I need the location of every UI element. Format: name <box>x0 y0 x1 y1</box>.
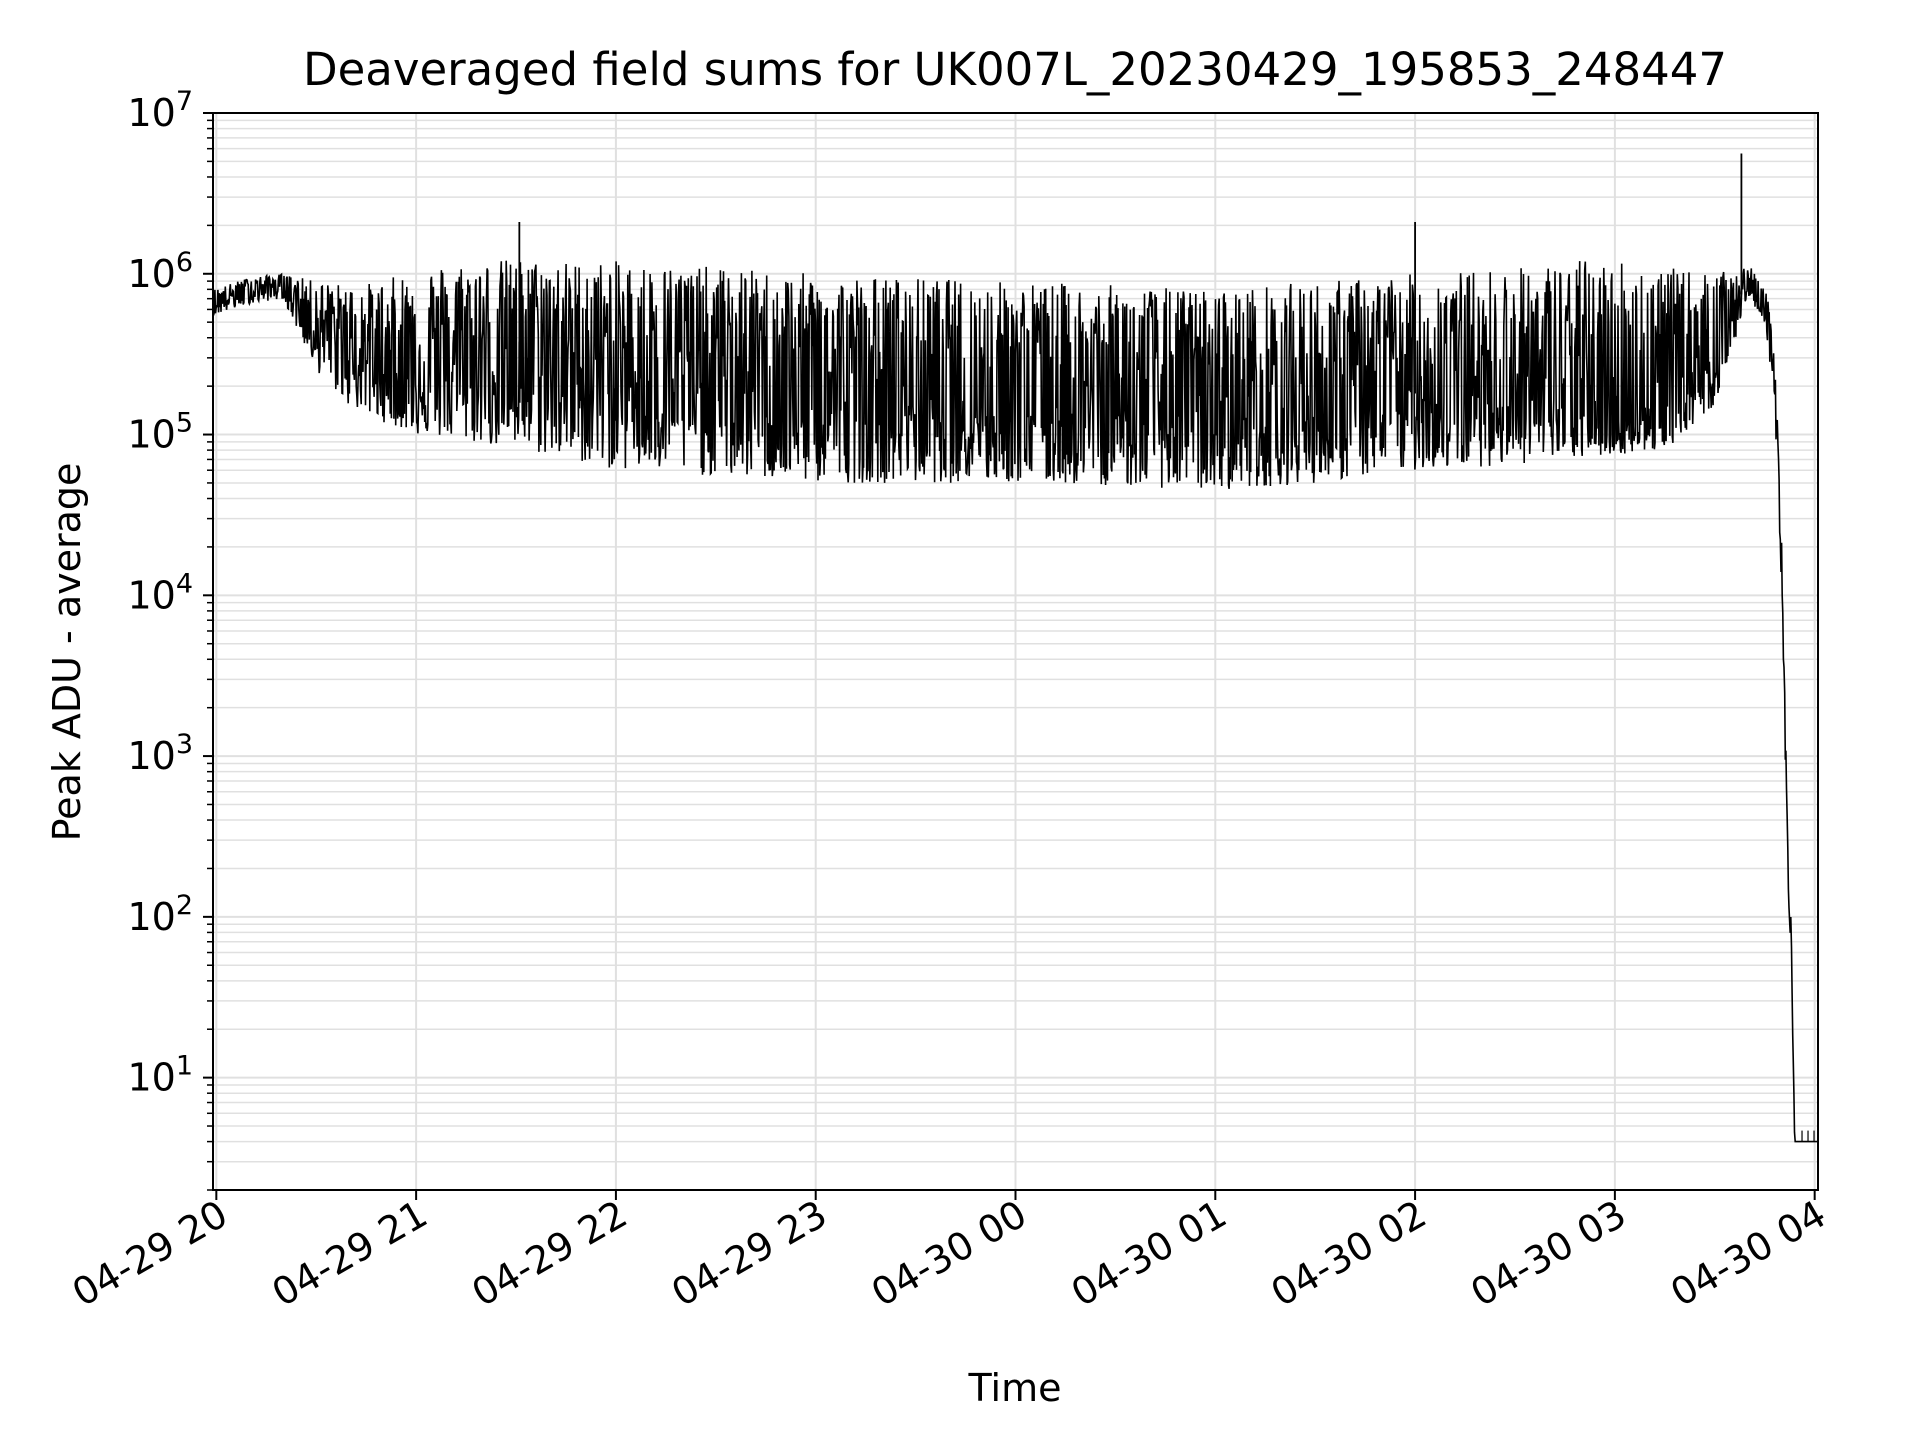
x-axis-label: Time <box>968 1366 1062 1410</box>
series-group <box>212 153 1818 1143</box>
series-line <box>212 260 1818 1143</box>
y-tick-label: 103 <box>127 729 193 778</box>
y-tick-label: 101 <box>127 1051 193 1100</box>
chart-title: Deaveraged field sums for UK007L_2023042… <box>303 43 1727 96</box>
y-tick-label: 102 <box>127 890 193 939</box>
y-tick-label: 106 <box>127 247 193 296</box>
y-tick-label: 107 <box>127 86 193 135</box>
y-axis-label: Peak ADU - average <box>45 463 89 842</box>
y-tick-label: 104 <box>127 568 193 617</box>
y-tick-label: 105 <box>127 408 193 457</box>
y-axis: 101 102 103 104 105 106 107 <box>127 86 213 1191</box>
grid-lines <box>213 112 1818 1191</box>
